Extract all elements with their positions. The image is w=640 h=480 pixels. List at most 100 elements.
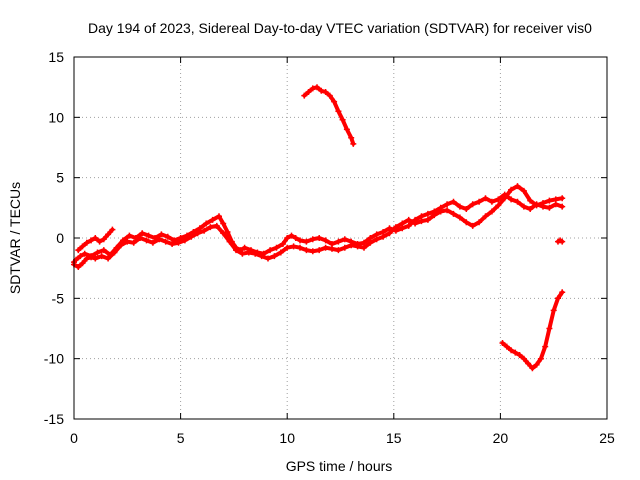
- data-point: [350, 140, 357, 147]
- data-point: [335, 238, 342, 245]
- x-tick-label: 15: [386, 430, 402, 446]
- data-point: [501, 195, 508, 202]
- data-point: [216, 213, 222, 220]
- data-point: [555, 295, 561, 302]
- data-point: [233, 247, 239, 254]
- data-point: [162, 238, 169, 245]
- data-point: [309, 236, 316, 243]
- data-point: [284, 244, 291, 251]
- data-point: [463, 206, 470, 212]
- data-point: [392, 224, 399, 231]
- data-point: [207, 224, 214, 231]
- data-point: [79, 243, 86, 250]
- data-point: [284, 235, 291, 241]
- data-point: [488, 198, 495, 205]
- data-point: [508, 196, 515, 203]
- y-tick-label: 0: [56, 230, 64, 246]
- data-point: [226, 238, 233, 245]
- data-point: [399, 220, 406, 227]
- data-point: [380, 233, 387, 240]
- data-point: [92, 235, 99, 241]
- data-point: [322, 237, 329, 244]
- chart-title: Day 194 of 2023, Sidereal Day-to-day VTE…: [88, 20, 592, 36]
- y-tick-label: -10: [44, 351, 64, 367]
- x-tick-label: 0: [70, 430, 78, 446]
- data-point: [476, 219, 483, 226]
- data-point: [130, 239, 137, 246]
- data-point: [412, 220, 419, 227]
- data-point: [469, 201, 476, 208]
- data-point: [348, 242, 355, 249]
- data-point: [175, 239, 182, 246]
- data-point: [405, 216, 412, 223]
- data-point: [444, 201, 451, 208]
- data-point: [339, 116, 346, 123]
- data-point: [326, 92, 333, 99]
- data-point: [143, 237, 150, 244]
- data-point: [341, 244, 348, 251]
- data-point: [258, 253, 265, 260]
- data-point: [361, 244, 367, 251]
- data-point: [546, 325, 553, 332]
- data-point: [546, 204, 553, 211]
- data-point: [309, 248, 316, 255]
- data-point: [137, 235, 144, 241]
- data-point: [552, 196, 559, 203]
- data-point: [149, 239, 156, 246]
- data-point: [482, 195, 489, 202]
- data-point: [292, 235, 299, 241]
- data-point: [418, 218, 425, 225]
- data-point: [94, 249, 101, 256]
- data-point: [109, 226, 116, 233]
- data-point: [279, 241, 286, 247]
- data-point: [213, 222, 220, 229]
- y-tick-label: 5: [56, 170, 64, 186]
- data-point: [537, 355, 544, 362]
- data-point: [343, 126, 350, 133]
- y-tick-label: -5: [52, 290, 65, 306]
- data-point: [100, 247, 107, 254]
- data-point: [271, 253, 278, 260]
- y-tick-label: -15: [44, 411, 64, 427]
- data-point: [301, 92, 308, 99]
- data-point: [181, 237, 188, 244]
- data-point: [92, 255, 99, 262]
- data-point: [503, 343, 510, 350]
- data-point: [139, 230, 146, 237]
- data-point: [424, 210, 431, 217]
- data-point: [516, 352, 523, 358]
- data-point: [203, 220, 210, 227]
- data-point: [559, 195, 566, 202]
- data-point: [145, 232, 152, 239]
- data-point: [126, 232, 133, 239]
- data-point: [542, 343, 549, 350]
- data-point: [316, 247, 323, 254]
- data-point: [559, 238, 566, 245]
- data-point: [297, 237, 303, 244]
- data-point: [277, 249, 284, 256]
- x-tick-label: 5: [177, 430, 185, 446]
- data-point: [117, 242, 124, 249]
- data-point: [488, 208, 495, 215]
- data-point: [303, 247, 310, 254]
- data-point: [105, 231, 112, 238]
- data-point: [482, 213, 489, 220]
- data-point: [124, 238, 131, 245]
- series-track-a: [72, 192, 565, 265]
- data-point: [520, 355, 527, 362]
- data-point: [267, 247, 274, 254]
- data-point: [386, 230, 393, 237]
- data-point: [367, 239, 374, 246]
- data-point: [309, 85, 316, 92]
- data-point: [533, 361, 540, 368]
- data-point: [527, 197, 534, 204]
- data-point: [348, 134, 355, 141]
- data-point: [405, 222, 412, 229]
- data-point: [164, 233, 171, 240]
- data-point: [220, 220, 227, 227]
- data-point: [158, 231, 165, 238]
- data-point: [194, 230, 201, 237]
- data-point: [290, 243, 297, 250]
- y-axis-label: SDTVAR / TECUs: [7, 182, 23, 294]
- data-point: [533, 202, 540, 209]
